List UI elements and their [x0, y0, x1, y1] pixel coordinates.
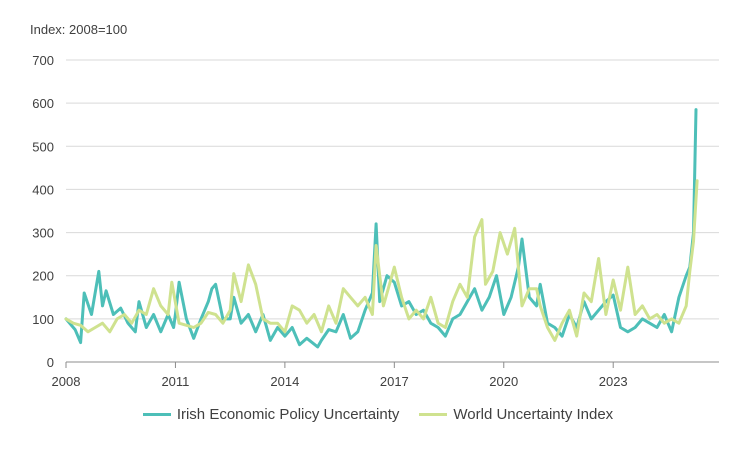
x-tick-label: 2014 [270, 374, 299, 389]
legend-swatch-irish-epu [142, 412, 171, 416]
x-tick-label: 2008 [52, 374, 81, 389]
legend-label-irish-epu: Irish Economic Policy Uncertainty [176, 405, 400, 423]
legend-swatch-world-uncertainty [419, 412, 448, 416]
y-tick-label: 0 [47, 355, 54, 370]
x-tick-label: 2017 [380, 374, 409, 389]
legend-label-world-uncertainty: World Uncertainty Index [453, 405, 614, 423]
y-tick-label: 700 [32, 53, 54, 68]
legend-item-world-uncertainty: World Uncertainty Index [419, 406, 613, 423]
y-tick-label: 100 [32, 312, 54, 327]
y-tick-label: 200 [32, 269, 54, 284]
y-tick-label: 400 [32, 182, 54, 197]
x-tick-label: 2023 [599, 374, 628, 389]
series-line-irish-epu [64, 108, 698, 349]
y-tick-label: 300 [32, 226, 54, 241]
series-line-world-uncertainty [64, 179, 699, 342]
x-tick-label: 2011 [161, 374, 189, 389]
legend-item-irish-epu: Irish Economic Policy Uncertainty [142, 405, 400, 423]
y-tick-label: 600 [32, 96, 54, 111]
y-axis-label: Index: 2008=100 [30, 22, 128, 37]
y-tick-label: 500 [32, 139, 54, 154]
x-tick-label: 2020 [489, 374, 518, 389]
legend: Irish Economic Policy Uncertainty World … [0, 402, 756, 426]
